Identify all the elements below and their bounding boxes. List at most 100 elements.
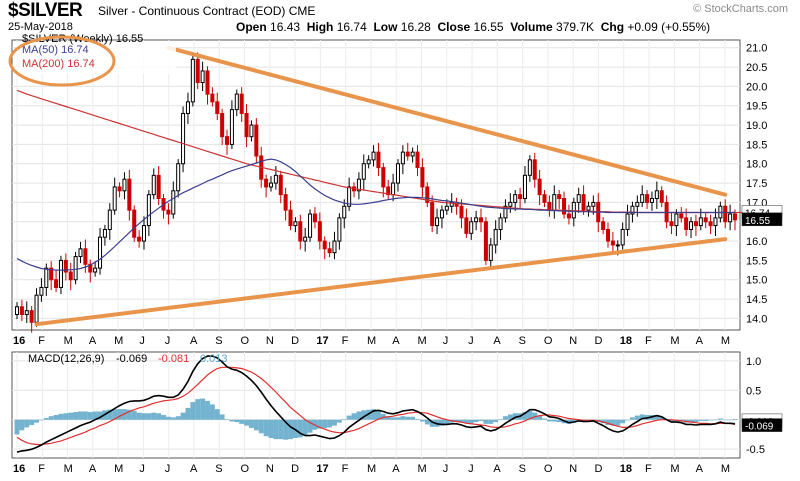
price-x-tick-label: D [594, 335, 602, 347]
price-x-tick-label: M [670, 335, 679, 347]
legend-ma50: MA(50) 16.74 [22, 44, 89, 56]
price-x-tick-label: D [291, 335, 299, 347]
candle-body [693, 221, 698, 227]
macd-histogram-bar [713, 419, 718, 421]
macd-histogram-bar [151, 412, 157, 420]
candle-body [317, 221, 322, 242]
price-x-tick-label: A [696, 335, 704, 347]
macd-x-tick-label: N [266, 463, 274, 475]
candle-body [102, 228, 107, 238]
macd-histogram-bar [537, 415, 543, 420]
macd-histogram-bar [463, 419, 469, 424]
candle-body [703, 217, 708, 223]
macd-histogram-bar [253, 419, 259, 431]
candle-body [522, 174, 527, 200]
price-y-tick-label: 21.0 [746, 43, 767, 55]
macd-histogram-bar [371, 409, 376, 420]
price-x-tick-label: J [468, 335, 474, 347]
candle-body [503, 205, 508, 219]
macd-histogram-bar [727, 419, 733, 421]
open-value: 16.43 [270, 20, 301, 34]
candle-body [264, 178, 269, 188]
macd-x-tick-label: 16 [13, 463, 25, 475]
candle-body [73, 256, 78, 281]
candle-body [337, 217, 342, 242]
macd-histogram-bar [327, 419, 333, 428]
contract-label: Silver - Continuous Contract (EOD) [98, 4, 286, 18]
candle-body [542, 194, 547, 203]
macd-histogram-bar [263, 419, 269, 437]
candle-body [220, 112, 225, 138]
macd-histogram-bar [63, 413, 69, 420]
macd-histogram-bar [273, 419, 279, 440]
close-label: Close [437, 20, 471, 34]
macd-histogram-bar [107, 409, 113, 420]
candle-body [684, 217, 689, 230]
candle-body [268, 182, 274, 188]
candle-body [327, 248, 332, 254]
macd-x-tick-label: M [64, 463, 73, 475]
candle-body [137, 236, 142, 242]
low-value: 16.28 [400, 20, 431, 34]
candle-body [464, 217, 469, 234]
candle-body [181, 112, 186, 165]
candle-body [371, 151, 376, 161]
candle-body [200, 70, 205, 84]
macd-histogram-bar [346, 415, 352, 420]
macd-histogram-bar [14, 419, 20, 435]
macd-histogram-bar [424, 419, 430, 425]
macd-histogram-bar [551, 419, 557, 422]
candle-body [54, 279, 59, 288]
macd-histogram-bar [53, 415, 59, 420]
price-x-tick-label: F [645, 335, 652, 347]
candle-body [400, 151, 405, 165]
macd-histogram-bar [117, 409, 123, 420]
macd-histogram-bar [131, 410, 137, 420]
macd-histogram-bar [634, 415, 640, 420]
macd-histogram-bar [185, 407, 191, 420]
legend-highlight-ellipse [8, 35, 116, 87]
macd-histogram-bar [302, 419, 308, 436]
candle-body [430, 201, 435, 227]
macd-x-tick-label: A [392, 463, 400, 475]
macd-x-tick-label: O [544, 463, 553, 475]
macd-histogram-bar [639, 414, 645, 420]
candle-body [205, 70, 210, 95]
macd-histogram-bar [258, 419, 264, 434]
macd-histogram-bar [410, 416, 416, 420]
macd-histogram-bar [380, 413, 386, 420]
macd-histogram-bar [97, 411, 103, 420]
candle-body [527, 159, 532, 176]
price-x-tick-label: 16 [13, 335, 25, 347]
macd-x-tick-label: N [569, 463, 577, 475]
macd-x-tick-label: M [418, 463, 427, 475]
candle-body [312, 213, 317, 223]
high-value: 16.74 [336, 20, 367, 34]
candle-body [425, 186, 430, 203]
candle-body [547, 201, 552, 211]
ma50-line [16, 158, 735, 271]
candle-body [366, 159, 371, 165]
candle-body [630, 205, 635, 215]
candle-body [552, 194, 557, 211]
candle-body [625, 213, 630, 230]
macd-histogram-bar [722, 419, 728, 421]
macd-histogram-bar [615, 419, 621, 426]
candle-body [298, 221, 303, 242]
price-x-tick-label: N [266, 335, 274, 347]
candle-body [44, 267, 49, 288]
macd-histogram-bar [361, 410, 367, 420]
candle-body [29, 310, 34, 323]
macd-histogram-bar [19, 419, 25, 431]
macd-histogram-bar [156, 413, 162, 420]
legend-ma200: MA(200) 16.74 [22, 58, 95, 70]
low-label: Low [373, 20, 398, 34]
macd-histogram-bar [268, 419, 274, 438]
candle-body [635, 201, 640, 207]
candle-body [571, 201, 576, 219]
macd-histogram-bar [415, 419, 420, 420]
macd-x-tick-label: F [342, 463, 349, 475]
candle-body [649, 198, 654, 203]
macd-panel [11, 351, 741, 459]
macd-x-tick-label: O [241, 463, 250, 475]
